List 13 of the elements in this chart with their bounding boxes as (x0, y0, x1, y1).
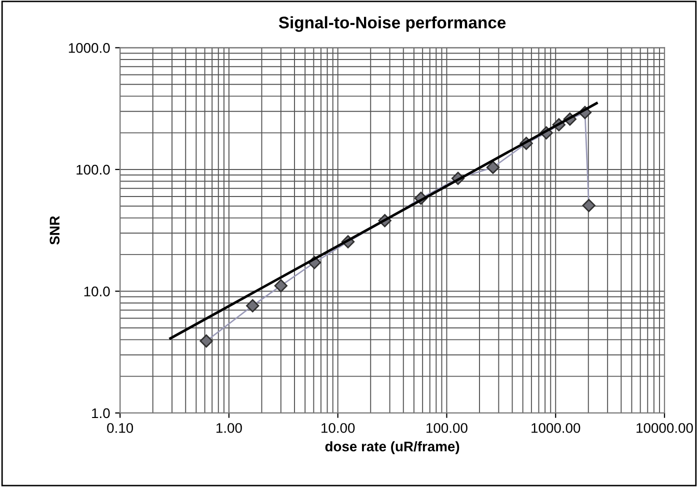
y-tick-label: 1.0 (92, 408, 110, 418)
x-tick-label: 1.00 (216, 423, 242, 433)
x-tick-label: 10.00 (322, 423, 355, 433)
y-axis-title: SNR (50, 216, 60, 245)
x-tick-label: 0.10 (107, 423, 134, 433)
x-axis-title: dose rate (uR/frame) (325, 441, 460, 454)
x-tick-label: 100.00 (426, 423, 468, 433)
y-tick-label: 100.0 (76, 164, 110, 175)
y-tick-label: 1000.0 (68, 43, 110, 53)
chart-title: Signal-to-Noise performance (278, 16, 506, 32)
y-tick-label: 10.0 (84, 286, 110, 296)
x-tick-label: 1000.00 (532, 423, 580, 433)
x-tick-label: 10000.00 (636, 423, 693, 433)
